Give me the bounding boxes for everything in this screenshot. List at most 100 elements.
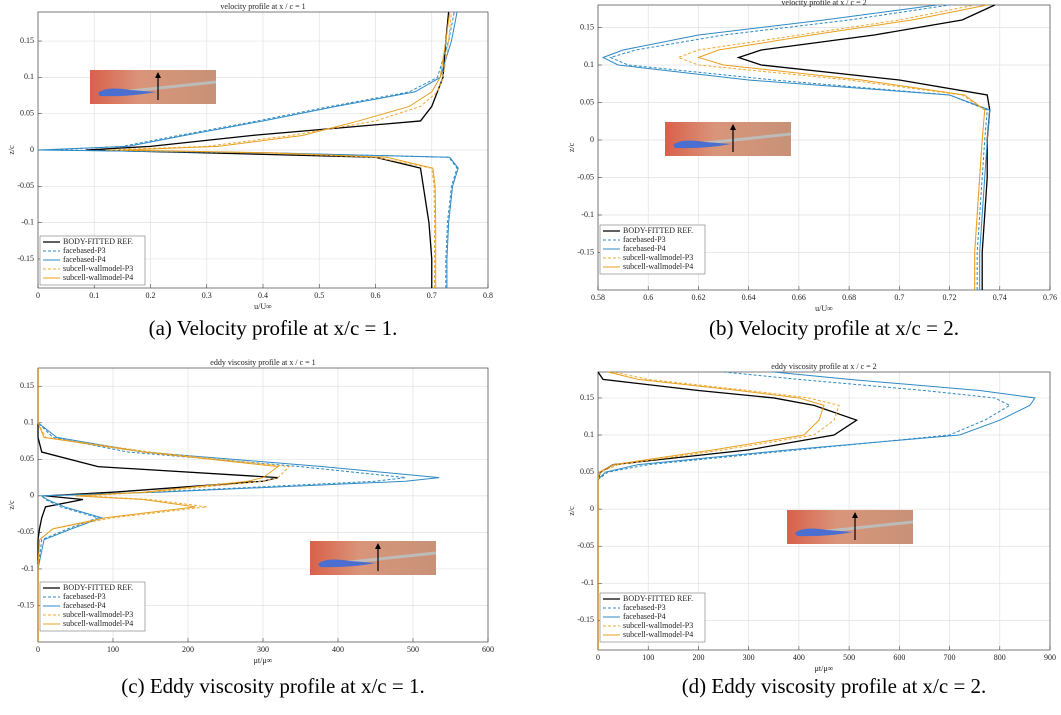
chart-title: eddy viscosity profile at x / c = 2 bbox=[771, 362, 876, 371]
x-tick-label: 0.76 bbox=[1043, 293, 1057, 302]
caption: (b) Velocity profile at x/c = 2. bbox=[709, 316, 959, 340]
y-tick-label: 0.1 bbox=[24, 418, 34, 427]
legend-label: BODY-FITTED REF. bbox=[623, 594, 693, 603]
arrow-head bbox=[852, 512, 858, 518]
legend-label: facebased-P3 bbox=[63, 246, 106, 255]
y-tick-label: -0.05 bbox=[577, 172, 594, 181]
y-tick-label: -0.15 bbox=[17, 600, 34, 609]
y-tick-label: 0.15 bbox=[580, 393, 594, 402]
x-tick-label: 0.6 bbox=[371, 291, 381, 300]
x-tick-label: 600 bbox=[482, 645, 494, 654]
y-tick-label: 0 bbox=[590, 504, 594, 513]
airfoil bbox=[795, 528, 853, 537]
y-tick-label: 0.15 bbox=[20, 381, 34, 390]
airfoil bbox=[318, 559, 376, 568]
x-tick-label: 0.6 bbox=[643, 293, 653, 302]
x-tick-label: 200 bbox=[692, 653, 704, 662]
inset-background bbox=[665, 122, 791, 156]
profile-line bbox=[736, 4, 996, 290]
x-tick-label: 0.8 bbox=[483, 291, 493, 300]
y-tick-label: 0.1 bbox=[584, 60, 594, 69]
arrow-head bbox=[155, 72, 161, 78]
profile-line bbox=[609, 4, 988, 290]
profile-line bbox=[37, 368, 280, 642]
x-tick-label: 0.1 bbox=[89, 291, 99, 300]
legend-label: subcell-wallmodel-P4 bbox=[623, 262, 693, 271]
y-axis-label: z/c bbox=[567, 142, 576, 152]
x-tick-label: 700 bbox=[944, 653, 956, 662]
y-tick-label: 0.1 bbox=[24, 72, 34, 81]
x-tick-label: 300 bbox=[257, 645, 269, 654]
x-tick-label: 0 bbox=[36, 291, 40, 300]
x-tick-label: 800 bbox=[994, 653, 1006, 662]
y-axis-label: z/c bbox=[7, 500, 16, 510]
y-tick-label: -0.15 bbox=[577, 247, 594, 256]
x-tick-label: 0.74 bbox=[993, 293, 1007, 302]
y-tick-label: 0 bbox=[590, 135, 594, 144]
y-tick-label: 0.05 bbox=[580, 97, 594, 106]
profile-line bbox=[105, 11, 452, 288]
airfoil bbox=[98, 88, 156, 97]
legend-label: facebased-P4 bbox=[623, 612, 666, 621]
airfoil-inset bbox=[787, 510, 914, 544]
legend-label: BODY-FITTED REF. bbox=[623, 226, 693, 235]
x-tick-label: 0.2 bbox=[146, 291, 156, 300]
x-axis-label: μt/μ∞ bbox=[815, 664, 834, 673]
x-tick-label: 0.7 bbox=[427, 291, 437, 300]
x-axis-label: u/U∞ bbox=[254, 302, 272, 311]
x-tick-label: 0.7 bbox=[894, 293, 904, 302]
x-tick-label: 600 bbox=[893, 653, 905, 662]
profile-line bbox=[696, 4, 988, 290]
axes-frame bbox=[597, 4, 1051, 291]
legend-label: facebased-P3 bbox=[63, 592, 106, 601]
legend-label: facebased-P3 bbox=[623, 235, 666, 244]
legend-label: subcell-wallmodel-P4 bbox=[63, 273, 133, 282]
inset-background bbox=[90, 70, 216, 104]
x-tick-label: 0.72 bbox=[943, 293, 957, 302]
profile-line bbox=[37, 368, 279, 642]
profile-line bbox=[601, 4, 991, 290]
profile-line bbox=[37, 11, 459, 288]
legend-label: subcell-wallmodel-P3 bbox=[623, 253, 693, 262]
airfoil-inset bbox=[310, 541, 437, 575]
y-tick-label: -0.15 bbox=[17, 254, 34, 263]
arrow-head bbox=[730, 124, 736, 130]
y-tick-label: 0.05 bbox=[580, 467, 594, 476]
x-tick-label: 100 bbox=[642, 653, 654, 662]
legend-label: facebased-P4 bbox=[63, 601, 106, 610]
y-tick-label: -0.05 bbox=[577, 541, 594, 550]
legend-label: subcell-wallmodel-P3 bbox=[623, 621, 693, 630]
x-tick-label: 0.58 bbox=[591, 293, 605, 302]
y-axis-label: z/c bbox=[7, 145, 16, 155]
y-tick-label: -0.05 bbox=[17, 181, 34, 190]
y-tick-label: 0 bbox=[30, 491, 34, 500]
airfoil-inset bbox=[90, 70, 217, 104]
x-tick-label: 0.64 bbox=[742, 293, 756, 302]
airfoil-inset bbox=[665, 122, 792, 156]
y-tick-label: 0.15 bbox=[20, 36, 34, 45]
y-tick-label: -0.1 bbox=[21, 217, 34, 226]
x-tick-label: 500 bbox=[407, 645, 419, 654]
inset-background bbox=[787, 510, 913, 544]
x-tick-label: 100 bbox=[107, 645, 119, 654]
y-tick-label: 0 bbox=[30, 145, 34, 154]
y-tick-label: -0.05 bbox=[17, 527, 34, 536]
y-tick-label: -0.1 bbox=[581, 210, 594, 219]
y-axis-label: z/c bbox=[567, 506, 576, 516]
legend-label: subcell-wallmodel-P4 bbox=[623, 630, 693, 639]
x-tick-label: 0 bbox=[36, 645, 40, 654]
y-tick-label: 0.1 bbox=[584, 430, 594, 439]
x-tick-label: 200 bbox=[182, 645, 194, 654]
legend-label: BODY-FITTED REF. bbox=[63, 237, 133, 246]
x-tick-label: 300 bbox=[743, 653, 755, 662]
legend-label: subcell-wallmodel-P3 bbox=[63, 264, 133, 273]
inset-background bbox=[310, 541, 436, 575]
x-axis-label: u/U∞ bbox=[815, 304, 833, 313]
caption: (a) Velocity profile at x/c = 1. bbox=[149, 316, 398, 340]
arrow-head bbox=[375, 543, 381, 549]
legend-label: facebased-P4 bbox=[623, 244, 666, 253]
chart-title: eddy viscosity profile at x / c = 1 bbox=[210, 358, 315, 367]
x-tick-label: 0.3 bbox=[202, 291, 212, 300]
y-tick-label: -0.15 bbox=[577, 615, 594, 624]
